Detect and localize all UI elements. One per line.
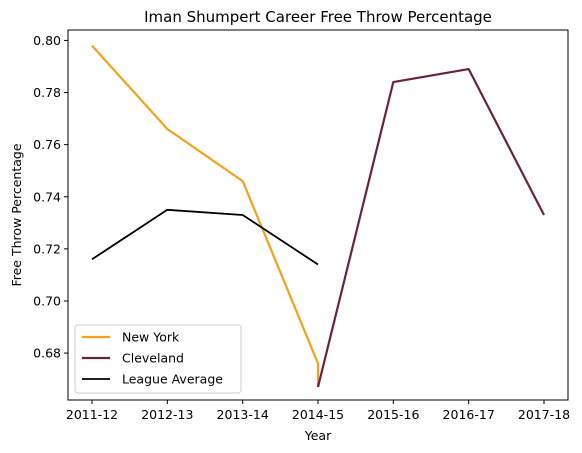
legend-label: New York: [122, 330, 180, 345]
x-axis-label: Year: [304, 428, 332, 443]
y-tick-label: 0.70: [33, 293, 61, 308]
series-line-0: [91, 44, 320, 387]
y-tick-label: 0.68: [33, 346, 61, 361]
x-tick-label: 2011-12: [66, 407, 118, 422]
y-axis: 0.68 0.70 0.72 0.74 0.76 0.78 0.80: [33, 33, 68, 361]
chart-title: Iman Shumpert Career Free Throw Percenta…: [144, 8, 492, 26]
x-tick-label: 2015-16: [367, 407, 419, 422]
y-tick-label: 0.76: [33, 137, 61, 152]
legend: New York Cleveland League Average: [74, 324, 242, 394]
series-line-2: [91, 208, 319, 266]
series-line-1: [316, 67, 545, 388]
x-tick-label: 2012-13: [141, 407, 193, 422]
plot-marks: [91, 44, 545, 388]
x-tick-label: 2017-18: [518, 407, 570, 422]
x-tick-label: 2014-15: [292, 407, 344, 422]
x-tick-label: 2016-17: [443, 407, 495, 422]
y-tick-label: 0.78: [33, 85, 61, 100]
y-axis-label: Free Throw Percentage: [9, 143, 24, 286]
x-axis: 2011-12 2012-13 2013-14 2014-15 2015-16 2016-…: [66, 400, 570, 422]
legend-box: [74, 324, 242, 394]
legend-entries: New York Cleveland League Average: [82, 330, 223, 387]
legend-label: League Average: [122, 372, 223, 387]
legend-label: Cleveland: [122, 351, 184, 366]
y-tick-label: 0.74: [33, 189, 61, 204]
y-tick-label: 0.80: [33, 33, 61, 48]
y-tick-label: 0.72: [33, 241, 61, 256]
x-tick-label: 2013-14: [217, 407, 269, 422]
